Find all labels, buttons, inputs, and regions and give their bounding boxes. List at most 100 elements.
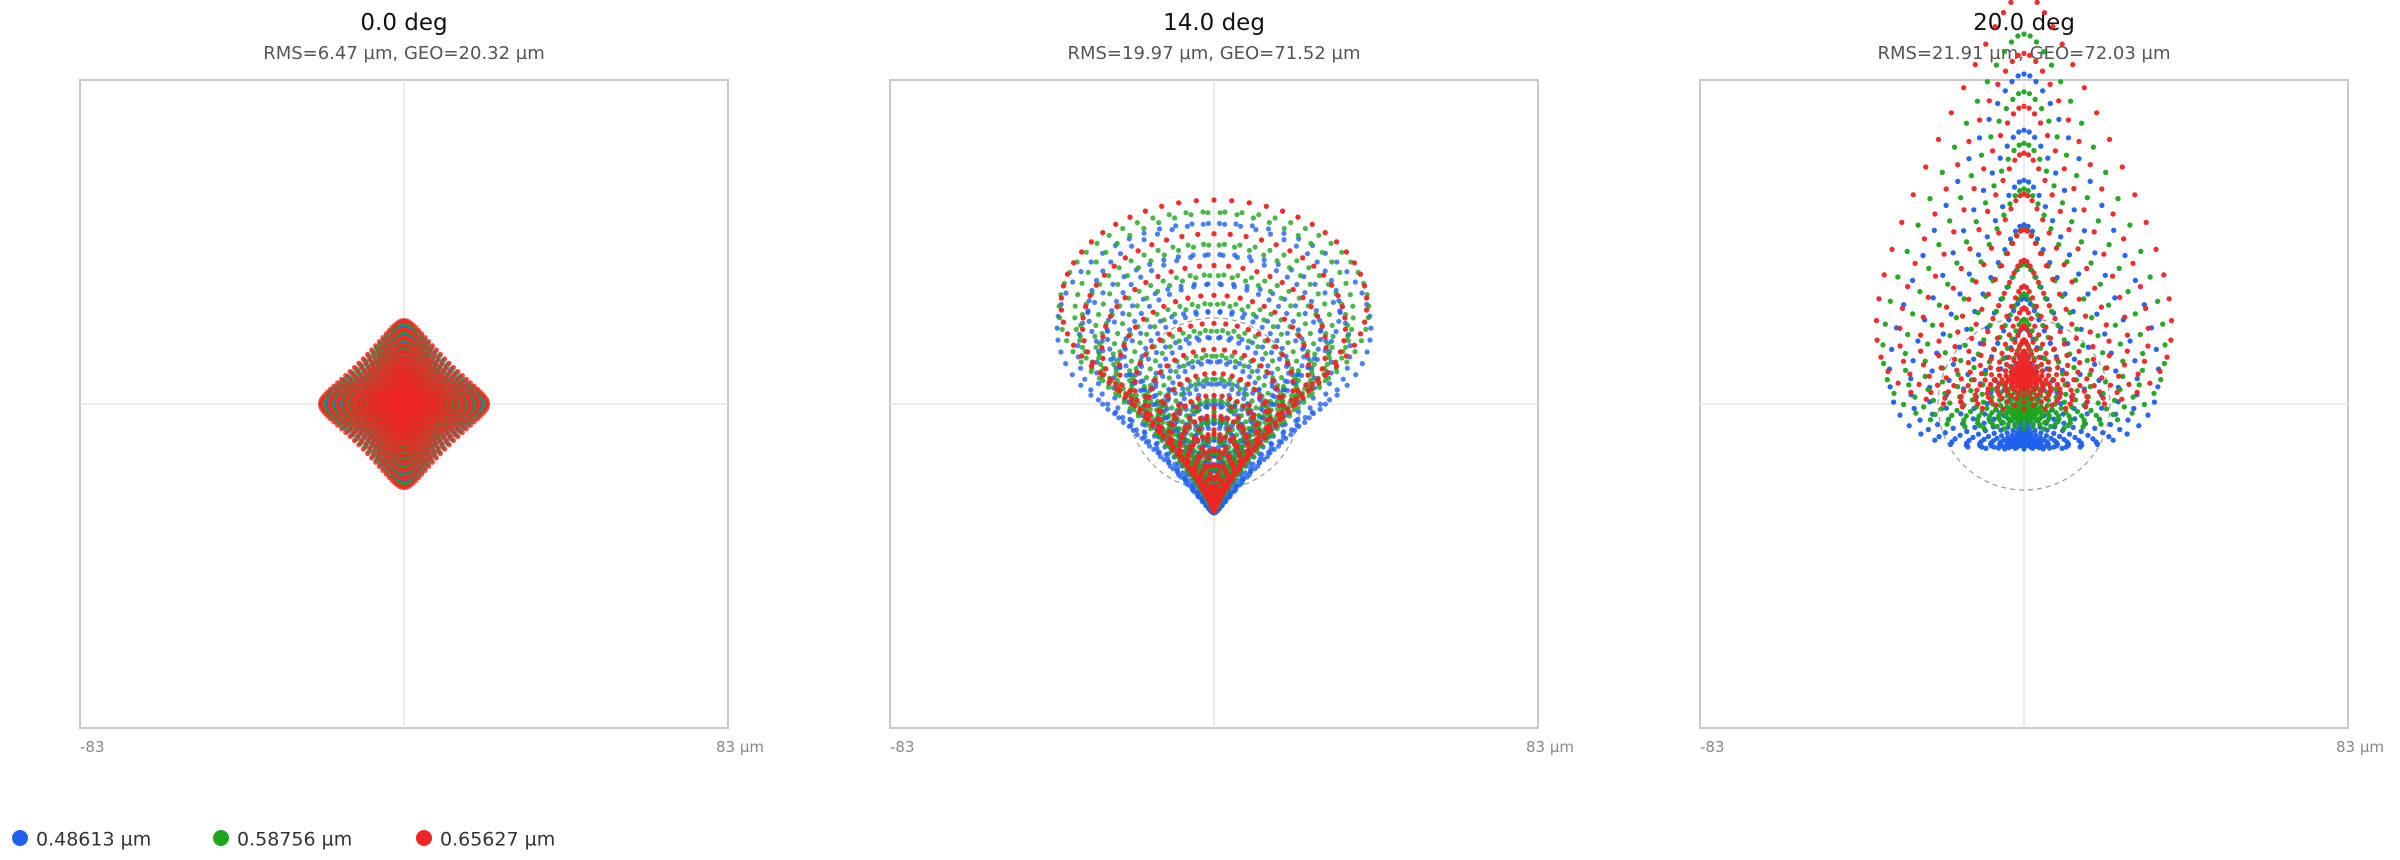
spot-point bbox=[1317, 336, 1323, 343]
spot-point bbox=[375, 453, 381, 459]
spot-point bbox=[1293, 338, 1299, 344]
spot-point bbox=[1268, 445, 1274, 452]
spot-point bbox=[1173, 275, 1179, 281]
spot-point bbox=[1249, 398, 1255, 404]
spot-point bbox=[455, 433, 461, 439]
spot-point bbox=[1220, 400, 1226, 406]
spot-point bbox=[355, 433, 361, 439]
spot-point bbox=[1176, 338, 1182, 344]
spot-point bbox=[1240, 314, 1246, 321]
spot-point bbox=[1214, 328, 1220, 334]
spot-point bbox=[1189, 407, 1195, 413]
spot-point bbox=[1229, 275, 1235, 281]
spot-point bbox=[376, 463, 382, 469]
spot-point bbox=[1147, 324, 1153, 330]
spot-point bbox=[1275, 366, 1281, 372]
spot-point bbox=[1173, 368, 1179, 375]
spot-point bbox=[1278, 375, 1285, 381]
spot-point bbox=[1157, 390, 1163, 396]
spot-point bbox=[1207, 301, 1214, 307]
spot-point bbox=[1155, 247, 1161, 253]
spot-point bbox=[1229, 386, 1235, 392]
spot-point bbox=[1326, 397, 1333, 403]
spot-point bbox=[1105, 336, 1111, 343]
spot-point bbox=[1253, 405, 1259, 411]
spot-point bbox=[437, 437, 443, 443]
spot-point bbox=[1120, 310, 1126, 317]
spot-point bbox=[1167, 368, 1174, 374]
spot-point bbox=[1310, 341, 1317, 347]
spot-point bbox=[435, 445, 441, 451]
spot-point bbox=[1250, 311, 1256, 317]
spot-point bbox=[431, 353, 437, 359]
spot-point bbox=[339, 426, 345, 432]
spot-point bbox=[446, 360, 452, 366]
spot-point bbox=[1246, 425, 1252, 432]
spot-point bbox=[1078, 365, 1084, 371]
spot-point bbox=[1205, 309, 1211, 315]
spot-point bbox=[1267, 288, 1273, 294]
spot-point bbox=[440, 369, 446, 375]
spot-point bbox=[1257, 307, 1263, 313]
spot-point bbox=[1088, 392, 1094, 398]
spot-point bbox=[1111, 341, 1118, 347]
spot-point bbox=[1235, 391, 1241, 397]
spot-point bbox=[1070, 279, 1076, 285]
spot-point bbox=[1145, 356, 1151, 362]
spot-point bbox=[360, 356, 366, 362]
spot-point bbox=[1254, 368, 1261, 374]
spot-point bbox=[1188, 254, 1194, 260]
spot-point bbox=[1275, 303, 1282, 309]
spot-point bbox=[1083, 355, 1089, 361]
spot-point bbox=[1299, 372, 1305, 378]
spot-point bbox=[1288, 432, 1294, 438]
spot-point bbox=[1217, 308, 1223, 315]
spot-point bbox=[1115, 330, 1121, 337]
spot-point bbox=[356, 360, 362, 366]
spot-point bbox=[1175, 374, 1181, 380]
spot-point bbox=[1161, 262, 1167, 268]
spot-point bbox=[443, 437, 449, 443]
spot-point bbox=[1215, 273, 1221, 279]
spot-point bbox=[422, 335, 428, 341]
spot-point bbox=[1154, 231, 1161, 237]
spot-point bbox=[1294, 258, 1300, 264]
spot-point bbox=[1152, 358, 1159, 364]
spot-point bbox=[1217, 252, 1223, 258]
spot-point bbox=[1304, 251, 1311, 257]
spot-point bbox=[1105, 384, 1112, 390]
spot-point bbox=[1231, 328, 1237, 334]
spot-point bbox=[1352, 279, 1358, 285]
spot-point bbox=[1315, 346, 1321, 352]
spot-point bbox=[1267, 331, 1273, 337]
spot-point bbox=[373, 343, 379, 349]
spot-point bbox=[1268, 440, 1274, 446]
spot-point bbox=[1311, 361, 1317, 367]
spot-point bbox=[433, 347, 439, 353]
spot-point bbox=[1233, 221, 1239, 227]
spot-point bbox=[1229, 311, 1235, 317]
spot-point bbox=[1221, 378, 1227, 384]
spot-point bbox=[1295, 377, 1301, 383]
spot-point bbox=[347, 369, 353, 375]
spot-point bbox=[1163, 324, 1169, 330]
spot-point bbox=[441, 399, 447, 405]
spot-point bbox=[447, 369, 453, 375]
spot-point bbox=[1209, 376, 1215, 382]
spot-point bbox=[1172, 319, 1178, 325]
spot-point bbox=[1208, 359, 1214, 365]
spot-point bbox=[1190, 364, 1196, 370]
spot-point bbox=[1292, 303, 1299, 309]
spot-point bbox=[1261, 257, 1267, 263]
spot-point bbox=[1174, 465, 1180, 471]
spot-point bbox=[1202, 327, 1208, 334]
spot-point bbox=[447, 433, 453, 439]
spot-point bbox=[433, 362, 439, 368]
spot-point bbox=[1205, 220, 1211, 227]
spot-point bbox=[1237, 386, 1243, 392]
spot-point bbox=[1353, 372, 1359, 378]
spot-point bbox=[1202, 400, 1208, 406]
spot-point bbox=[1128, 422, 1134, 428]
